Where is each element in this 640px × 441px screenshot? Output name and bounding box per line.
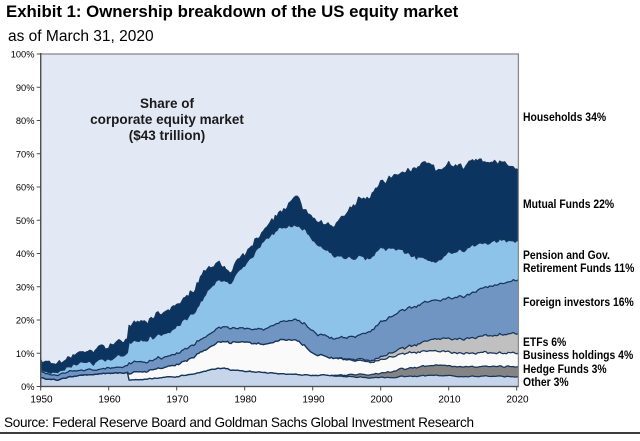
svg-text:1970: 1970 xyxy=(166,395,189,406)
svg-text:80%: 80% xyxy=(16,116,35,126)
svg-text:2000: 2000 xyxy=(370,395,393,406)
svg-text:0%: 0% xyxy=(21,382,34,392)
svg-text:90%: 90% xyxy=(16,83,35,93)
svg-text:1950: 1950 xyxy=(30,395,53,406)
svg-text:70%: 70% xyxy=(16,149,35,159)
svg-text:40%: 40% xyxy=(16,249,35,259)
svg-text:20%: 20% xyxy=(16,316,35,326)
svg-text:50%: 50% xyxy=(16,216,35,226)
svg-text:2010: 2010 xyxy=(438,395,461,406)
svg-text:2020: 2020 xyxy=(506,395,529,406)
svg-text:1980: 1980 xyxy=(234,395,257,406)
svg-text:30%: 30% xyxy=(16,282,35,292)
svg-text:1960: 1960 xyxy=(98,395,121,406)
svg-text:10%: 10% xyxy=(16,349,35,359)
svg-text:1990: 1990 xyxy=(302,395,325,406)
svg-text:100%: 100% xyxy=(11,50,35,60)
svg-text:60%: 60% xyxy=(16,183,35,193)
